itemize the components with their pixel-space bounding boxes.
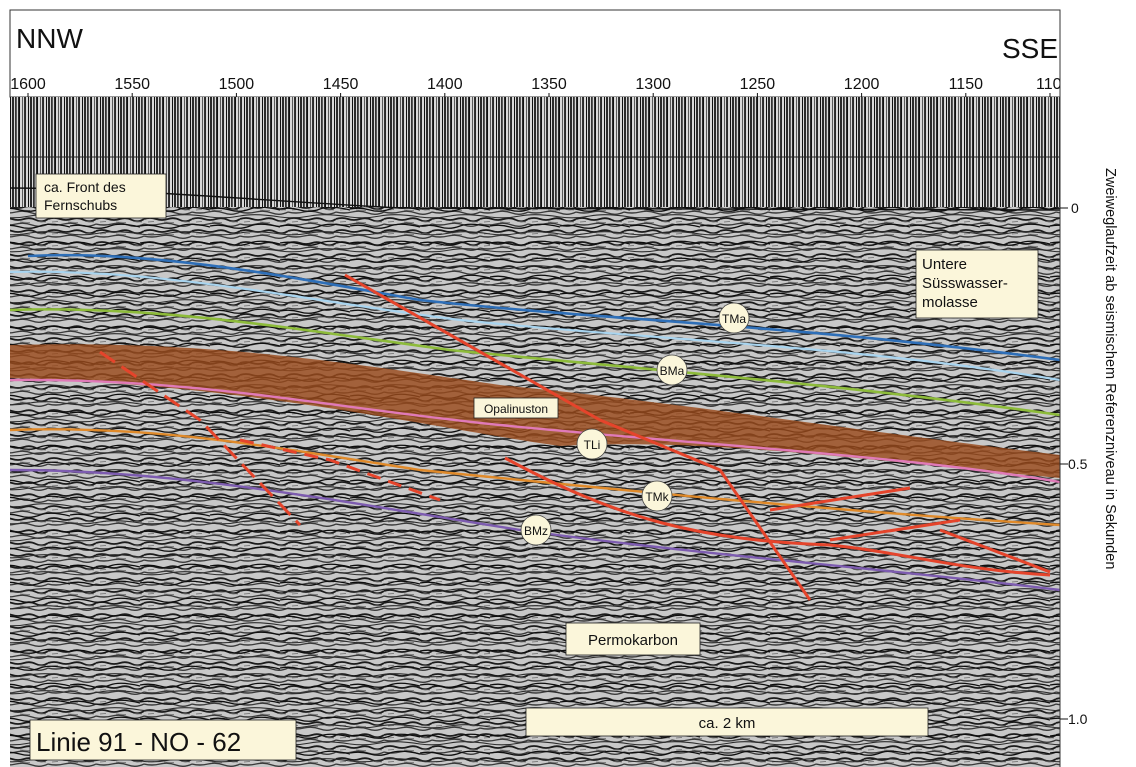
horizon-light-blue [9, 270, 1061, 382]
horizon-marker-label: BMz [524, 524, 548, 538]
fault-nnw [99, 350, 302, 527]
opalinuston-label: Opalinuston [484, 402, 548, 416]
top-tick-label: 1250 [740, 76, 776, 93]
top-tick-label: 1550 [114, 76, 150, 93]
surface-trace-zone-fine [10, 97, 1060, 207]
usm-label-box: Untere Süsswasser- molasse [915, 249, 1039, 319]
header-frame [9, 9, 1061, 98]
main-fault [344, 273, 812, 601]
axis-label-05: 0.5 [1068, 456, 1088, 472]
permokarbon-label: Permokarbon [588, 632, 678, 649]
line-name-label: Linie 91 - NO - 62 [36, 727, 241, 757]
horizon-marker-label: TMk [645, 490, 669, 504]
right-axis-title: Zweiweglaufzeit ab seismischem Referenzn… [1102, 168, 1118, 569]
horizon-marker-tmk: TMk [641, 480, 673, 512]
fault-nnw-2 [239, 438, 441, 502]
right-axis-panel [1060, 10, 1136, 767]
top-tick-label: 1150 [949, 76, 984, 93]
fault-splay-2 [829, 518, 961, 542]
fault-splay-1 [769, 486, 911, 512]
horizon-marker-bmz: BMz [520, 514, 552, 546]
horizon-marker-bma: BMa [656, 354, 688, 386]
top-tick-label: 1350 [531, 76, 567, 93]
front-label-line1: ca. Front des [44, 179, 126, 195]
top-tick-label: 1300 [635, 76, 671, 93]
horizon-tma [27, 253, 1061, 362]
scale-bar: ca. 2 km [525, 707, 929, 737]
horizon-marker-label: BMa [660, 364, 685, 378]
usm-label-line2: Süsswasser- [922, 275, 1008, 292]
horizon-marker-label: TMa [722, 312, 746, 326]
horizon-bmz [9, 468, 1061, 592]
front-label-line2: Fernschubs [44, 197, 117, 213]
fault-deep [504, 456, 1051, 577]
horizon-tli [9, 378, 1061, 484]
top-tick-label: 1200 [844, 76, 880, 93]
top-tick-label: 110 [1036, 76, 1062, 93]
top-tick-label: 1600 [10, 76, 46, 93]
fault-splay-3 [939, 528, 1051, 574]
horizon-marker-tma: TMa [718, 302, 750, 334]
scale-label: ca. 2 km [699, 715, 756, 732]
horizon-marker-label: TLi [584, 438, 601, 452]
faults [99, 273, 1051, 601]
line-name-box: Linie 91 - NO - 62 [29, 719, 297, 761]
axis-label-10: 1.0 [1068, 711, 1088, 727]
top-tick-label: 1500 [219, 76, 255, 93]
axis-label-0: 0 [1071, 200, 1079, 216]
permokarbon-label-box: Permokarbon [565, 622, 701, 656]
usm-label-line3: molasse [922, 294, 978, 311]
direction-left: NNW [16, 23, 83, 54]
direction-right: SSE [1002, 33, 1058, 64]
horizon-tmk [9, 428, 1061, 527]
usm-label-line1: Untere [922, 256, 967, 273]
horizon-bma [9, 308, 1061, 417]
top-tick-labels: 1600 1550 1500 1450 1400 1350 1300 1250 1200 1150… [10, 76, 1062, 99]
horizon-marker-tli: TLi [576, 428, 608, 460]
top-tick-label: 1450 [323, 76, 359, 93]
top-tick-label: 1400 [427, 76, 463, 93]
front-label-box: ca. Front des Fernschubs [35, 173, 167, 219]
opalinuston-label-box: Opalinuston [473, 397, 559, 419]
